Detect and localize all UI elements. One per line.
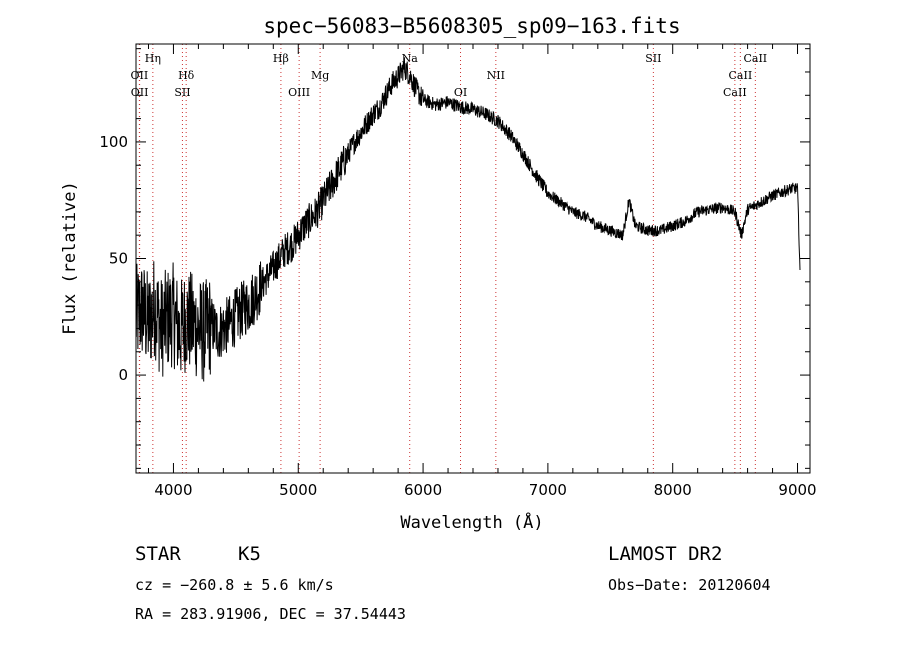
series-group [135, 57, 801, 382]
line-marker-label: SII [645, 52, 661, 65]
survey-name: LAMOST DR2 [608, 543, 723, 565]
line-marker-label: Hβ [273, 52, 289, 65]
x-tick-label: 8000 [654, 481, 692, 499]
y-tick-label: 0 [118, 366, 128, 384]
y-axis-label: Flux (relative) [60, 181, 80, 335]
x-tick-label: 4000 [154, 481, 192, 499]
line-marker-label: NII [487, 69, 505, 82]
y-tick-label: 50 [109, 250, 128, 268]
line-marker-label: OII [131, 86, 149, 99]
coordinates: RA = 283.91906, DEC = 37.54443 [135, 605, 406, 623]
obs-date: Obs−Date: 20120604 [608, 576, 771, 594]
chart-title: spec−56083−B5608305_sp09−163.fits [263, 14, 680, 38]
x-tick-label: 9000 [778, 481, 816, 499]
line-marker-label: OII [131, 69, 149, 82]
line-marker-label: OI [454, 86, 467, 99]
star-class: STAR [135, 543, 181, 565]
line-marker-label: SII [174, 86, 190, 99]
star-subclass: K5 [238, 543, 261, 565]
x-tick-label: 7000 [529, 481, 567, 499]
axes-group: 4000 5000 6000 7000 8000 9000 0 50 100 [99, 44, 817, 499]
x-tick-label: 6000 [404, 481, 442, 499]
line-marker-label: Hη [145, 52, 161, 65]
line-marker-label: CaII [729, 69, 753, 82]
x-tick-label: 5000 [279, 481, 317, 499]
cz-value: cz = −260.8 ± 5.6 km/s [135, 576, 334, 594]
x-axis-label: Wavelength (Å) [400, 511, 543, 533]
y-tick-label: 100 [99, 133, 128, 151]
line-marker-label: OIII [288, 86, 310, 99]
line-marker-label: CaII [743, 52, 767, 65]
line-marker-label: Mg [311, 69, 329, 82]
line-marker-label: Hδ [178, 69, 195, 82]
spectrum-line [135, 57, 801, 382]
line-marker-label: Na [402, 52, 419, 65]
line-marker-label: CaII [723, 86, 747, 99]
